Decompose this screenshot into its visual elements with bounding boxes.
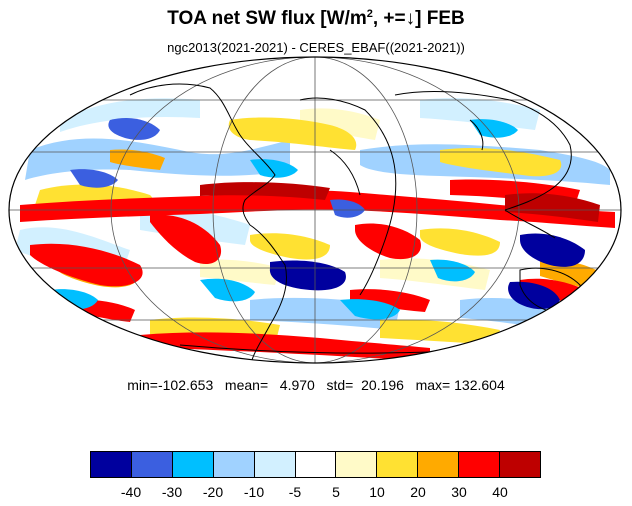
title-superscript: 2 bbox=[366, 8, 373, 20]
chart-title: TOA net SW flux [W/m2, +=↓] FEB bbox=[0, 8, 632, 30]
colorbar-label: -5 bbox=[288, 484, 302, 500]
colorbar-labels: -40 -30 -20 -10 -5 5 10 20 30 40 bbox=[90, 484, 541, 502]
map-field bbox=[9, 57, 621, 363]
title-text: TOA net SW flux [W/m bbox=[167, 8, 367, 29]
colorbar-box bbox=[131, 452, 173, 477]
colorbar-box bbox=[418, 452, 460, 477]
colorbar-label: -40 bbox=[120, 484, 142, 500]
colorbar-box bbox=[254, 452, 296, 477]
title-tail: , +=↓] FEB bbox=[372, 8, 465, 29]
colorbar-label: 30 bbox=[451, 484, 467, 500]
colorbar-box bbox=[295, 452, 337, 477]
map-outline bbox=[8, 56, 622, 364]
chart-subtitle: ngc2013(2021-2021) - CERES_EBAF((2021-20… bbox=[167, 40, 465, 55]
colorbar-box bbox=[172, 452, 214, 477]
colorbar-label: 40 bbox=[492, 484, 508, 500]
colorbar-box bbox=[500, 452, 540, 477]
red-patches bbox=[20, 179, 615, 362]
colorbar-box bbox=[377, 452, 419, 477]
colorbar-label: 5 bbox=[332, 484, 340, 500]
colorbar-label: 20 bbox=[410, 484, 426, 500]
colorbar-label: -30 bbox=[161, 484, 183, 500]
colorbar-label: -20 bbox=[202, 484, 224, 500]
colorbar-box bbox=[336, 452, 378, 477]
colorbar-box bbox=[91, 452, 132, 477]
colorbar-label: -10 bbox=[243, 484, 265, 500]
stats-line: min=-102.653 mean= 4.970 std= 20.196 max… bbox=[127, 377, 505, 393]
graticule bbox=[9, 57, 621, 363]
colorbar-box bbox=[213, 452, 255, 477]
colorbar-box bbox=[459, 452, 501, 477]
colorbar bbox=[90, 451, 541, 478]
colorbar-label: 10 bbox=[369, 484, 385, 500]
